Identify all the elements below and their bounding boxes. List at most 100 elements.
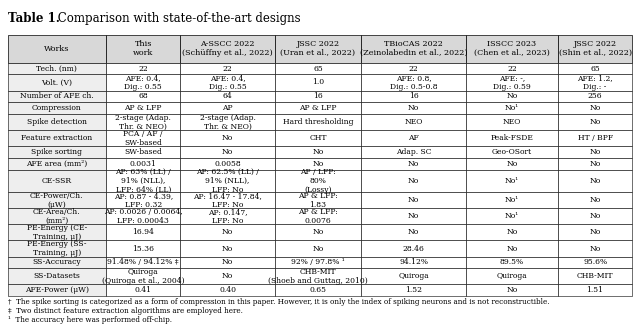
Bar <box>106 63 180 74</box>
Bar <box>275 74 361 90</box>
Bar <box>275 208 361 224</box>
Text: PE-Energy (SS-
Training, μJ): PE-Energy (SS- Training, μJ) <box>27 240 86 257</box>
Bar <box>466 170 558 192</box>
Text: 256: 256 <box>588 92 602 100</box>
Bar <box>466 90 558 102</box>
Text: JSSC 2022
(Uran et al., 2022): JSSC 2022 (Uran et al., 2022) <box>280 40 356 57</box>
Bar <box>361 63 466 74</box>
Bar <box>106 284 180 296</box>
Bar <box>361 268 466 284</box>
Text: NEO: NEO <box>503 118 521 126</box>
Bar <box>180 74 275 90</box>
Bar <box>558 114 632 130</box>
Text: 95.6%: 95.6% <box>583 259 607 266</box>
Bar <box>180 35 275 63</box>
Text: SS-Accuracy: SS-Accuracy <box>33 259 81 266</box>
Bar <box>361 114 466 130</box>
Text: No: No <box>222 259 233 266</box>
Text: Quiroga
(Quiroga et al., 2004): Quiroga (Quiroga et al., 2004) <box>102 268 184 285</box>
Bar <box>275 130 361 146</box>
Bar <box>558 35 632 63</box>
Text: 0.0058: 0.0058 <box>214 160 241 168</box>
Bar <box>275 224 361 241</box>
Bar <box>275 63 361 74</box>
Text: This
work: This work <box>133 40 154 57</box>
Text: CHB-MIT: CHB-MIT <box>577 272 613 280</box>
Text: 22: 22 <box>223 65 232 72</box>
Bar <box>466 268 558 284</box>
Text: 15.36: 15.36 <box>132 245 154 253</box>
Bar <box>361 284 466 296</box>
Text: No: No <box>222 245 233 253</box>
Bar <box>275 284 361 296</box>
Text: No: No <box>589 212 601 220</box>
Bar <box>275 114 361 130</box>
Bar <box>8 284 106 296</box>
Text: No: No <box>589 160 601 168</box>
Bar <box>361 224 466 241</box>
Text: Table 1.: Table 1. <box>8 12 60 24</box>
Text: Number of AFE ch.: Number of AFE ch. <box>20 92 93 100</box>
Text: 16.94: 16.94 <box>132 228 154 236</box>
Bar <box>180 158 275 170</box>
Text: AP: 0.87 - 4.39,
LFP: 0.32: AP: 0.87 - 4.39, LFP: 0.32 <box>114 192 173 209</box>
Bar <box>361 158 466 170</box>
Text: No: No <box>408 228 419 236</box>
Bar <box>361 192 466 208</box>
Bar <box>361 90 466 102</box>
Text: No: No <box>312 228 324 236</box>
Bar <box>180 268 275 284</box>
Bar <box>361 208 466 224</box>
Text: No¹: No¹ <box>505 177 519 185</box>
Text: 2-stage (Adap.
Thr. & NEO): 2-stage (Adap. Thr. & NEO) <box>200 114 255 130</box>
Text: 1.52: 1.52 <box>405 286 422 294</box>
Text: AP: 0.0026 / 0.0064,
LFP: 0.00043: AP: 0.0026 / 0.0064, LFP: 0.00043 <box>104 208 182 225</box>
Text: No: No <box>408 160 419 168</box>
Text: AP: AP <box>222 104 233 112</box>
Bar <box>8 102 106 114</box>
Bar <box>466 224 558 241</box>
Text: 65: 65 <box>590 65 600 72</box>
Text: Tech. (nm): Tech. (nm) <box>36 65 77 72</box>
Text: No: No <box>589 177 601 185</box>
Bar <box>106 74 180 90</box>
Bar <box>466 35 558 63</box>
Bar <box>106 268 180 284</box>
Text: SW-based: SW-based <box>124 148 162 156</box>
Text: AFE: 0.8,
Dig.: 0.5-0.8: AFE: 0.8, Dig.: 0.5-0.8 <box>390 74 438 91</box>
Bar <box>106 102 180 114</box>
Bar <box>361 146 466 158</box>
Bar <box>8 90 106 102</box>
Text: No¹: No¹ <box>505 212 519 220</box>
Bar <box>558 257 632 268</box>
Bar <box>8 224 106 241</box>
Text: 0.41: 0.41 <box>135 286 152 294</box>
Bar <box>361 257 466 268</box>
Bar <box>8 192 106 208</box>
Text: AP & LFP:
0.0076: AP & LFP: 0.0076 <box>298 208 338 225</box>
Text: AF: AF <box>408 134 419 142</box>
Text: No: No <box>312 245 324 253</box>
Bar <box>466 241 558 257</box>
Bar <box>558 224 632 241</box>
Text: No: No <box>312 160 324 168</box>
Bar <box>558 102 632 114</box>
Bar <box>8 74 106 90</box>
Bar <box>106 257 180 268</box>
Bar <box>106 130 180 146</box>
Text: CE-Area/Ch.
(mm²): CE-Area/Ch. (mm²) <box>33 208 81 225</box>
Bar <box>275 257 361 268</box>
Text: No: No <box>589 196 601 204</box>
Text: No: No <box>312 148 324 156</box>
Text: 0.0031: 0.0031 <box>130 160 157 168</box>
Text: AFE area (mm²): AFE area (mm²) <box>26 160 88 168</box>
Text: No: No <box>408 177 419 185</box>
Text: No: No <box>506 228 518 236</box>
Bar <box>361 35 466 63</box>
Text: Compression: Compression <box>32 104 82 112</box>
Text: Works: Works <box>44 45 70 53</box>
Text: No: No <box>408 104 419 112</box>
Text: †  The spike sorting is categorized as a form of compression in this paper. Howe: † The spike sorting is categorized as a … <box>8 298 549 306</box>
Bar <box>466 130 558 146</box>
Text: 68: 68 <box>138 92 148 100</box>
